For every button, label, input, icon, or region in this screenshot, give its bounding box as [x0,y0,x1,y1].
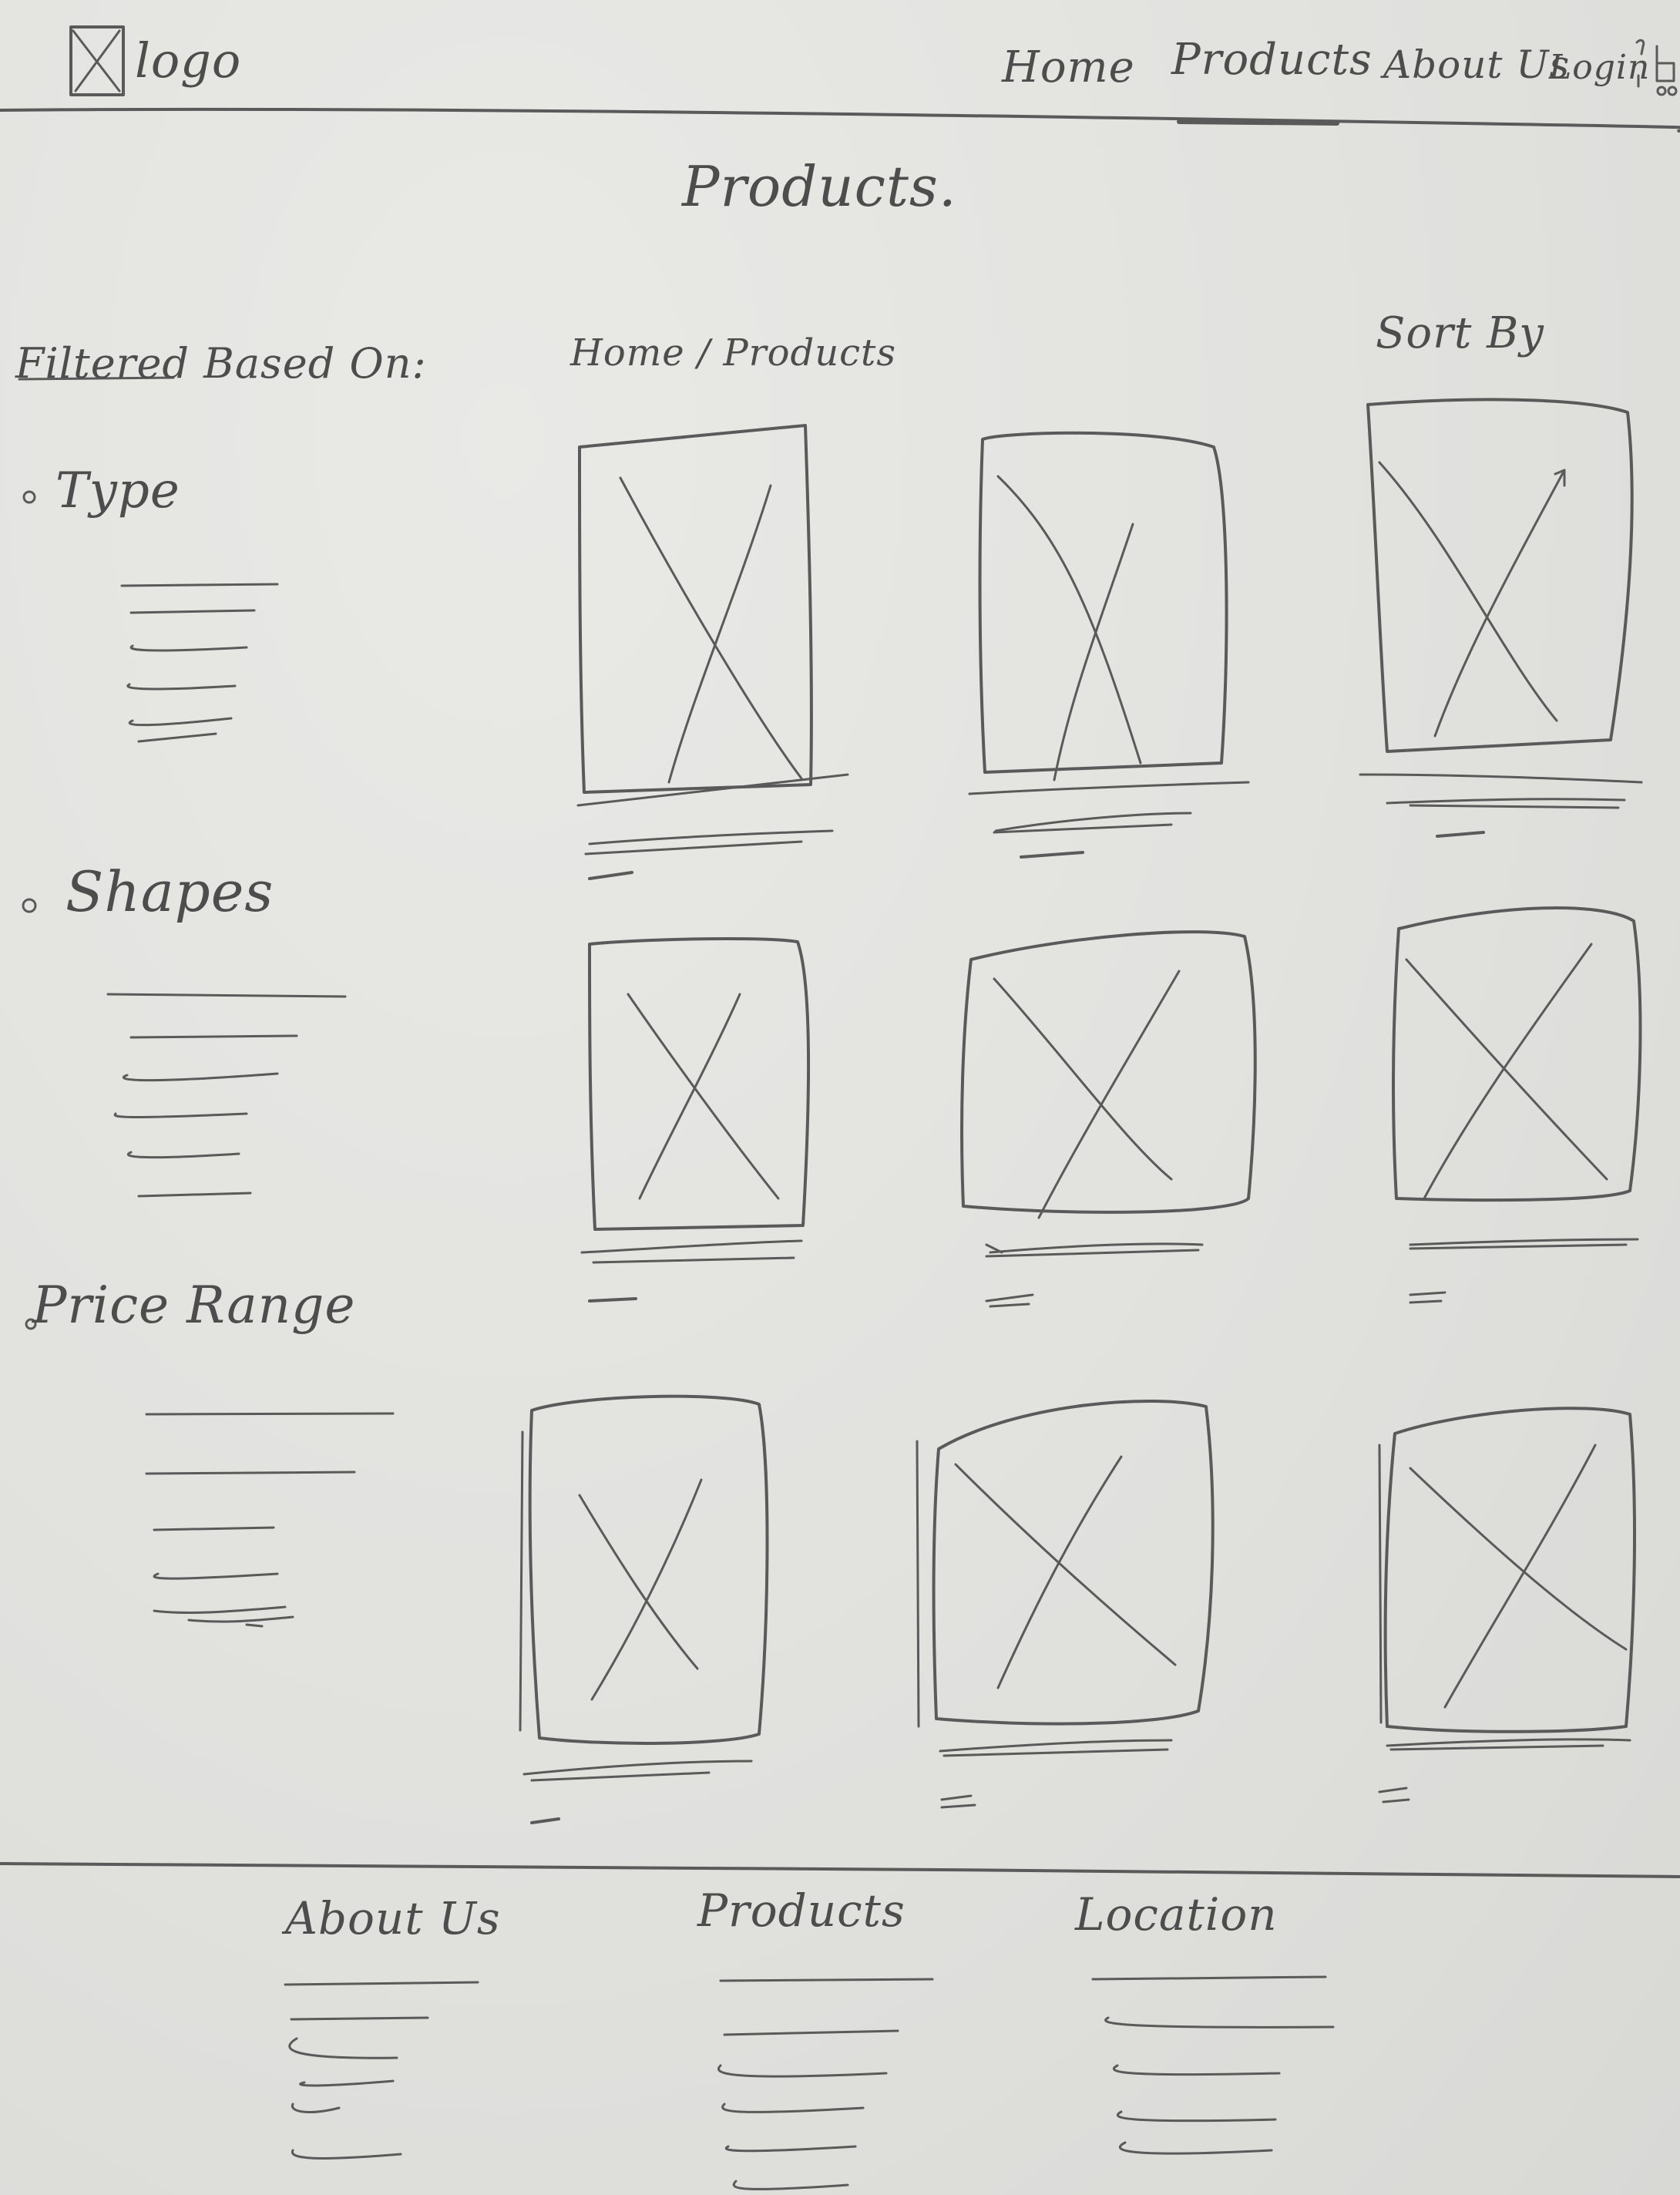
footer-about-links [284,1981,479,2160]
product-card-7 [519,1394,769,1824]
filter-group-price-range[interactable]: Price Range [32,1276,356,1335]
product-card[interactable] [917,1393,1218,1813]
header-divider [0,107,1680,133]
product-card-2 [968,431,1250,859]
product-card[interactable] [582,936,813,1310]
product-card-9 [1378,1407,1637,1803]
footer-column-about-us[interactable]: About Us [285,1892,501,1945]
cart-icon [1635,39,1678,96]
product-card-8 [916,1399,1215,1809]
product-card[interactable] [1360,397,1645,844]
logo-icon [69,25,125,96]
nav-products-link[interactable]: Products [1171,35,1373,85]
product-card-1 [576,424,849,880]
product-card[interactable] [963,925,1260,1314]
bullet-shapes [22,898,37,913]
nav-login-link[interactable]: Login [1549,48,1651,87]
active-nav-underline [1177,119,1339,126]
product-card[interactable] [1391,902,1645,1310]
logo-label[interactable]: logo [135,32,242,89]
product-card[interactable] [578,424,848,886]
sort-by-dropdown[interactable]: Sort By [1376,308,1544,358]
footer-divider [0,1862,1680,1878]
cart-button[interactable] [1630,31,1680,100]
bullet-type [22,490,36,504]
product-card-4 [580,937,810,1303]
footer-location-links [1091,1975,1335,2155]
filter-group-type[interactable]: Type [55,462,180,519]
footer-column-products[interactable]: Products [697,1884,906,1937]
nav-home-link[interactable]: Home [1002,42,1135,92]
page-title: Products. [682,154,957,219]
type-filter-options [120,583,279,743]
filter-heading: Filtered Based On: [15,339,427,388]
filter-heading-underline [18,376,175,381]
price-filter-options [145,1412,395,1628]
product-card[interactable] [967,428,1248,867]
footer-products-links [717,1978,934,2190]
footer-column-location[interactable]: Location [1075,1888,1278,1941]
shapes-filter-options [106,993,347,1198]
product-card[interactable] [520,1391,771,1830]
bullet-price [25,1318,37,1330]
breadcrumb[interactable]: Home / Products [570,331,896,375]
product-card-3 [1359,398,1643,838]
filter-group-shapes[interactable]: Shapes [66,859,274,924]
nav-about-link[interactable]: About Us [1383,42,1571,87]
product-card[interactable] [1379,1401,1641,1810]
product-card-5 [960,930,1257,1308]
product-card-6 [1392,906,1642,1304]
